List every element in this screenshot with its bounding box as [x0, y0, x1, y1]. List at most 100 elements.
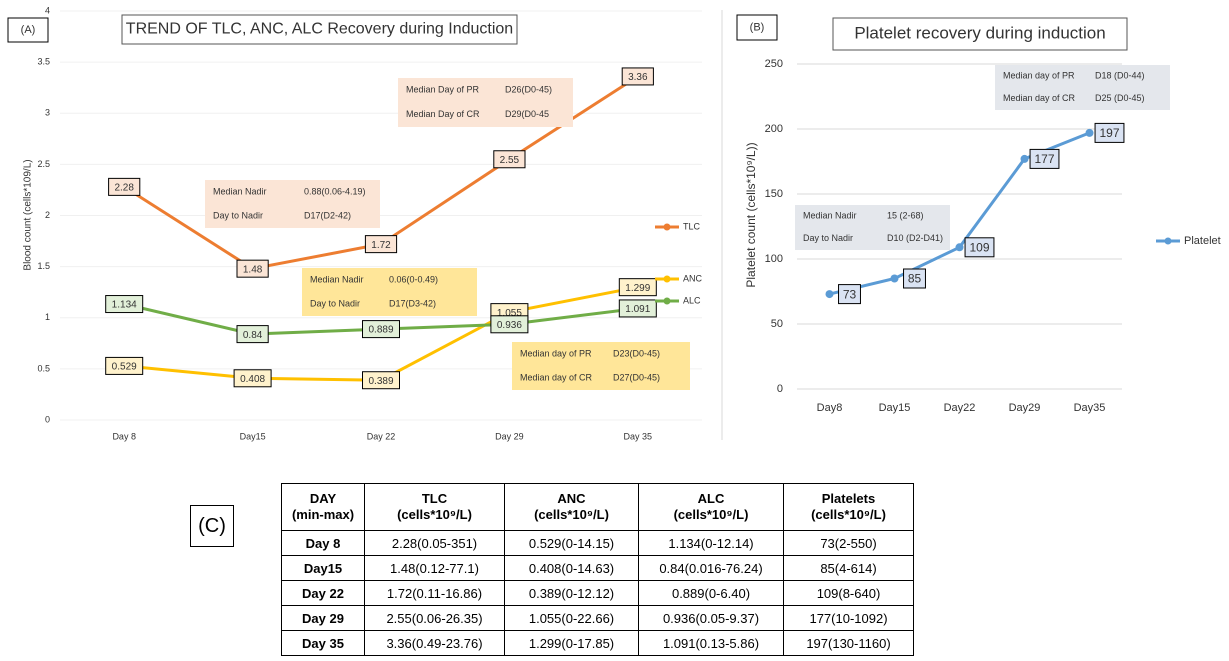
header-text: (cells*10⁹/L) — [534, 507, 609, 522]
value-label-text: 0.389 — [368, 376, 393, 387]
table-cell: 73(2-550) — [783, 530, 914, 556]
header-text: (cells*10⁹/L) — [397, 507, 472, 522]
y-tick-label: 0.5 — [37, 363, 50, 373]
value-label: 0.84 — [236, 325, 269, 344]
table-cell: 109(8-640) — [783, 580, 914, 606]
y-tick-label: 4 — [45, 5, 50, 15]
y-axis-label: Blood count (cells*109/L) — [23, 159, 34, 270]
table-cell: 1.299(0-17.85) — [504, 630, 639, 656]
y-tick-label: 100 — [765, 253, 783, 265]
table-row: Day 8 2.28(0.05-351) 0.529(0-14.15) 1.134(0… — [281, 530, 914, 556]
annotation-text: D10 (D2-D41) — [887, 233, 943, 243]
legend-label: Platelet — [1184, 235, 1221, 247]
table-row: Day 22 1.72(0.11-16.86) 0.389(0-12.12) 0.88… — [281, 580, 914, 606]
y-tick-label: 3.5 — [37, 57, 50, 67]
value-label-text: 177 — [1034, 152, 1054, 166]
table-row: Day15 1.48(0.12-77.1) 0.408(0-14.63) 0.84(0… — [281, 555, 914, 581]
panel-label: (A) — [21, 24, 36, 36]
table-row: Day 35 3.36(0.49-23.76) 1.299(0-17.85) 1.09… — [281, 630, 914, 656]
charts: (A) TREND OF TLC, ANC, ALC Recovery durin… — [7, 5, 1221, 441]
annotation-text: D25 (D0-45) — [1095, 93, 1145, 103]
annotation-box — [205, 180, 380, 228]
y-tick-label: 2.5 — [37, 159, 50, 169]
value-label-box — [233, 369, 272, 388]
annotation-text: Median day of PR — [1003, 71, 1075, 81]
y-tick-label: 200 — [765, 123, 783, 135]
value-label-text: 1.48 — [243, 264, 263, 275]
header-text: (cells*10⁹/L) — [673, 507, 749, 522]
table-cell: 0.389(0-12.12) — [504, 580, 639, 606]
x-tick-label: Day 35 — [624, 431, 653, 441]
annotation-text: D23(D0-45) — [613, 348, 660, 358]
legend-marker — [1164, 237, 1172, 245]
value-label-text: 2.55 — [500, 155, 520, 166]
value-label: 0.529 — [105, 356, 144, 375]
value-label: 73 — [838, 284, 861, 305]
point — [890, 274, 899, 283]
header-text: DAY — [309, 491, 337, 506]
value-label-box — [1094, 122, 1125, 143]
annotation-text: Median Nadir — [310, 274, 364, 284]
title-box — [121, 14, 518, 45]
value-label-box — [236, 259, 269, 278]
annotation-text: D18 (D0-44) — [1095, 71, 1145, 81]
value-label: 197 — [1094, 122, 1125, 143]
value-label-text: 0.936 — [497, 320, 522, 331]
value-label-text: 197 — [1099, 126, 1119, 140]
value-label-box — [838, 284, 861, 305]
annotation-text: D26(D0-45) — [505, 85, 552, 95]
value-label-box — [621, 67, 654, 86]
value-label: 2.28 — [108, 177, 141, 196]
table-cell: 1.72(0.11-16.86) — [364, 580, 505, 606]
x-tick-label: Day15 — [879, 402, 911, 414]
y-tick-label: 1.5 — [37, 261, 50, 271]
annotation-text: Median Day of PR — [406, 85, 480, 95]
table-cell: 2.28(0.05-351) — [364, 530, 505, 556]
value-label: 85 — [903, 268, 926, 289]
value-label: 1.091 — [618, 299, 657, 318]
x-tick-label: Day8 — [817, 402, 843, 414]
value-label-text: 73 — [843, 287, 857, 301]
value-label-text: 1.091 — [625, 304, 650, 315]
point — [825, 290, 834, 299]
value-label-box — [903, 268, 926, 289]
annotation-text: Day to Nadir — [310, 298, 360, 308]
annotation-text: D17(D3-42) — [389, 298, 436, 308]
value-label-text: 85 — [908, 272, 922, 286]
annotation-text: 15 (2-68) — [887, 211, 924, 221]
value-label-text: 109 — [969, 240, 989, 254]
annotation-box — [995, 65, 1170, 110]
table-cell: 0.408(0-14.63) — [504, 555, 639, 581]
table-cell: 2.55(0.06-26.35) — [364, 605, 505, 631]
value-label: 109 — [964, 237, 995, 258]
value-label: 0.936 — [490, 315, 529, 334]
table-cell: 3.36(0.49-23.76) — [364, 630, 505, 656]
value-label: 0.889 — [362, 320, 400, 339]
annotation-text: Median Day of CR — [406, 109, 480, 119]
x-tick-label: Day 8 — [112, 431, 136, 441]
annotation-text: Median day of CR — [1003, 93, 1076, 103]
annotation-text: Median day of CR — [520, 372, 593, 382]
legend-marker — [663, 223, 671, 231]
value-label-box — [490, 315, 529, 334]
y-tick-label: 250 — [765, 58, 783, 70]
x-tick-label: Day15 — [240, 431, 266, 441]
table-cell: 0.84(0.016-76.24) — [638, 555, 784, 581]
y-tick-label: 50 — [771, 318, 783, 330]
value-label-box — [105, 295, 144, 314]
point — [1085, 128, 1094, 137]
y-tick-label: 150 — [765, 188, 783, 200]
value-label: 1.72 — [364, 235, 398, 254]
table-cell: Day 35 — [281, 630, 365, 656]
value-label-text: 1.055 — [497, 308, 522, 319]
value-label-box — [964, 237, 995, 258]
value-label: 1.299 — [618, 278, 657, 297]
table-cell: Day 8 — [281, 530, 365, 556]
header-text: (min-max) — [291, 507, 355, 522]
value-label-text: 1.72 — [371, 240, 391, 251]
x-tick-label: Day 22 — [367, 431, 396, 441]
header-text: ANC — [557, 491, 586, 506]
value-label-text: 1.299 — [625, 283, 650, 294]
panel-label-box — [736, 14, 778, 41]
